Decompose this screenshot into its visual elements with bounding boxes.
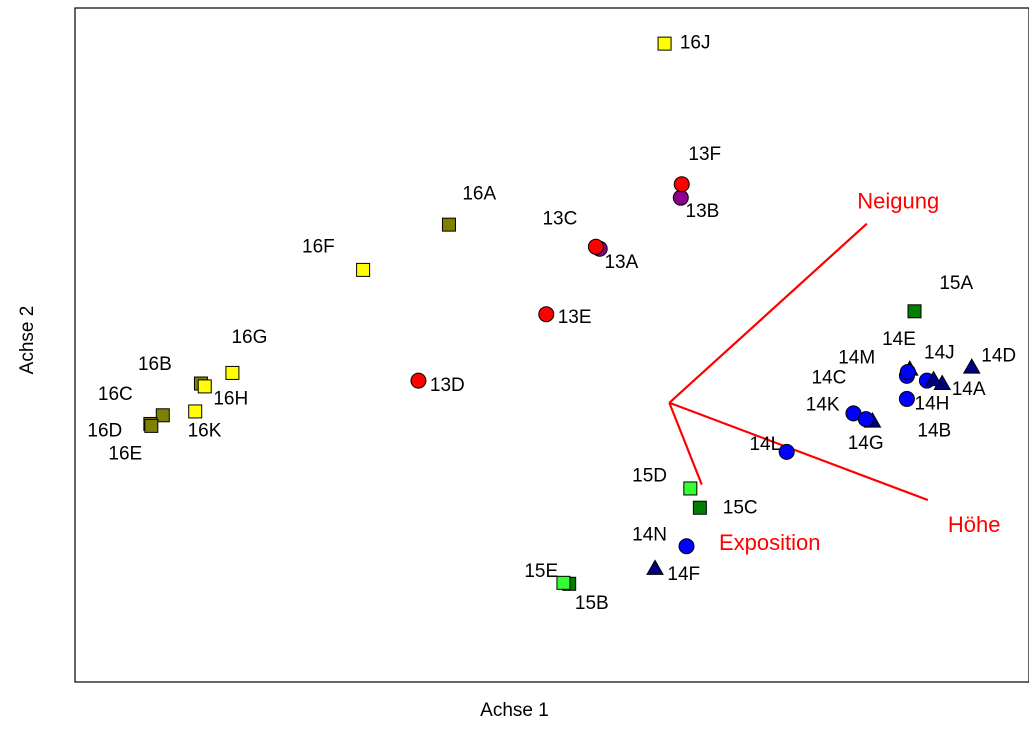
label-14n: 14N [632, 524, 667, 545]
vector-höhe-line [668, 401, 929, 502]
label-13c: 13C [542, 209, 577, 230]
label-15a: 15A [939, 273, 973, 294]
point-16a [441, 217, 456, 232]
vector-neigung-line [668, 222, 868, 404]
vector-neigung-label: Neigung [857, 188, 939, 213]
label-13b: 13B [686, 201, 720, 222]
point-16k [188, 404, 203, 419]
vector-exposition-line [668, 402, 703, 486]
label-16f: 16F [302, 237, 335, 258]
point-16h [197, 379, 212, 394]
point-15d [683, 481, 698, 496]
label-13e: 13E [558, 307, 592, 328]
label-14c: 14C [811, 368, 846, 389]
point-14l [778, 443, 795, 460]
point-14j [924, 370, 943, 387]
plot-frame [74, 7, 1029, 683]
point-16e [144, 418, 159, 433]
point-16f [356, 262, 371, 277]
label-16e: 16E [108, 444, 142, 465]
sample-points [143, 36, 981, 591]
label-14j: 14J [924, 342, 955, 363]
point-14d [962, 358, 981, 374]
label-16h: 16H [213, 389, 248, 410]
label-16a: 16A [462, 184, 496, 205]
point-16c [155, 408, 170, 423]
point-14b [898, 390, 915, 407]
point-15a [907, 304, 922, 319]
point-13c [587, 238, 604, 255]
label-15d: 15D [632, 466, 667, 487]
y-axis-label: Achse 2 [17, 305, 38, 375]
label-14d: 14D [981, 345, 1016, 366]
point-13e [538, 306, 555, 323]
label-15e: 15E [524, 561, 558, 582]
point-13f [673, 176, 690, 193]
label-16c: 16C [98, 384, 133, 405]
label-14k: 14K [806, 394, 840, 415]
vector-höhe-label: Höhe [948, 512, 1001, 537]
label-13d: 13D [430, 375, 465, 396]
label-13a: 13A [604, 252, 638, 273]
label-16d: 16D [87, 420, 122, 441]
point-16j [657, 36, 672, 51]
label-14e: 14E [882, 329, 916, 350]
label-14m: 14M [838, 347, 875, 368]
vector-exposition-label: Exposition [719, 530, 821, 555]
label-16j: 16J [680, 32, 711, 53]
point-13d [410, 372, 427, 389]
label-13f: 13F [688, 144, 721, 165]
label-16k: 16K [188, 420, 222, 441]
point-16g [225, 365, 240, 380]
point-14m [899, 363, 916, 380]
point-14n [678, 538, 695, 555]
label-14g: 14G [848, 433, 884, 454]
point-15c [692, 500, 707, 515]
label-16g: 16G [231, 327, 267, 348]
label-14f: 14F [667, 564, 700, 585]
label-14b: 14B [917, 420, 951, 441]
point-15e [556, 575, 571, 590]
point-14f [646, 559, 664, 575]
label-15c: 15C [723, 498, 758, 519]
environmental-vectors: Neigung Höhe Exposition [668, 188, 1001, 555]
label-14l: 14L [749, 434, 781, 455]
point-14g2 [857, 411, 874, 428]
label-14h: 14H [915, 394, 950, 415]
label-15b: 15B [575, 593, 609, 614]
label-14a: 14A [952, 379, 986, 400]
label-16b: 16B [138, 354, 172, 375]
x-axis-label: Achse 1 [480, 700, 549, 721]
